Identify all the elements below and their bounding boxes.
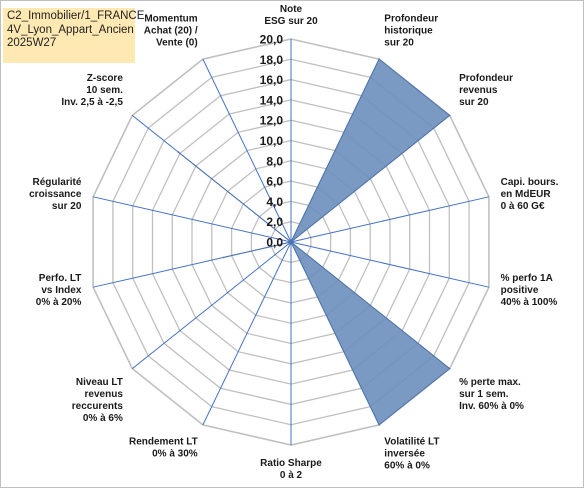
axis-label-line: % perte max. — [459, 377, 521, 388]
axis-label-line: Rendement LT — [129, 437, 198, 448]
axis-spoke — [290, 241, 490, 288]
data-point — [378, 58, 380, 60]
axis-label-line: 40% à 100% — [501, 297, 558, 308]
axis-label: Note ESG sur 20 — [264, 4, 318, 27]
tick-label: 0,0 — [266, 236, 283, 250]
axis-label: Régularité croissance sur 20 — [29, 177, 82, 212]
axis-label-line: Z-score — [87, 73, 124, 84]
axis-label-line: Achat (20) / — [144, 25, 198, 36]
axis-label-line: Capi. bours. — [501, 177, 559, 188]
axis-label-line: Niveau LT — [76, 377, 123, 388]
tick-label: 8,0 — [266, 154, 283, 168]
axis-label-line: sur 20 — [52, 201, 82, 212]
tick-label: 10,0 — [260, 134, 284, 148]
axis-label: Capi. bours. en MdEUR 0 à 60 G€ — [501, 177, 559, 212]
tick-label: 4,0 — [266, 195, 283, 209]
axis-label-line: reccurents — [72, 401, 124, 412]
axis-spoke — [290, 196, 490, 243]
axis-label-line: 0% à 20% — [36, 297, 82, 308]
axis-label-line: sur 20 — [459, 97, 489, 108]
tick-label: 18,0 — [260, 53, 284, 67]
axis-label-line: inversée — [384, 449, 425, 460]
axis-label-line: Profondeur — [459, 73, 513, 84]
axis-label-line: historique — [384, 25, 433, 36]
axis-label: Volatilité LT inversée 60% à 0% — [384, 437, 439, 472]
axis-spoke — [92, 196, 292, 243]
tick-label: 6,0 — [266, 175, 283, 189]
data-point — [448, 114, 451, 117]
axis-label-line: Inv. 2,5 à -2,5 — [61, 97, 123, 108]
axis-label-line: 0% à 6% — [83, 413, 123, 424]
series-area — [177, 58, 451, 426]
axis-label-line: 0% à 30% — [152, 449, 198, 460]
data-point — [290, 241, 292, 243]
axis-label-line: en MdEUR — [501, 189, 552, 200]
axis-label: Profondeur revenus sur 20 — [459, 73, 513, 108]
tick-label: 16,0 — [260, 73, 284, 87]
axis-label: Niveau LT revenus reccurents 0% à 6% — [72, 377, 124, 424]
axis-label-line: Inv. 60% à 0% — [459, 401, 524, 412]
axis-label-line: Ratio Sharpe — [260, 458, 322, 469]
axis-label-line: Perfo. LT — [39, 273, 82, 284]
data-point — [448, 367, 451, 370]
axis-spoke — [202, 58, 292, 243]
axis-label: Profondeur historique sur 20 — [384, 13, 438, 48]
title-line-3: 2025W27 — [7, 37, 57, 49]
tick-label: 12,0 — [260, 114, 284, 128]
axis-label: Ratio Sharpe 0 à 2 — [260, 458, 322, 481]
tick-label: 2,0 — [266, 215, 283, 229]
axis-label-line: revenus — [85, 389, 124, 400]
axis-label-line: ESG sur 20 — [264, 16, 318, 27]
data-point — [222, 256, 225, 259]
axis-label-line: sur 20 — [384, 37, 414, 48]
axis-label-line: revenus — [459, 85, 498, 96]
axis-label-line: Profondeur — [384, 13, 438, 24]
axis-label-line: 60% à 0% — [384, 461, 430, 472]
axis-label-line: 10 sem. — [86, 85, 123, 96]
axis-label: % perte max. sur 1 sem. Inv. 60% à 0% — [459, 377, 524, 412]
axis-label-line: positive — [501, 285, 539, 296]
axis-spoke — [202, 241, 292, 426]
axis-spoke — [131, 241, 292, 369]
axis-label: Rendement LT 0% à 30% — [129, 437, 198, 460]
axis-label-line: % perfo 1A — [501, 273, 553, 284]
axis-label-line: 0 à 2 — [280, 470, 303, 481]
data-point — [378, 424, 380, 426]
axis-label: % perfo 1A positive 40% à 100% — [501, 273, 558, 308]
axis-label: Z-score 10 sem. Inv. 2,5 à -2,5 — [61, 73, 123, 108]
title-line-1: C2_Immobilier/1_FRANCE — [7, 10, 145, 22]
axis-label-line: Vente (0) — [156, 37, 198, 48]
axis-label-line: Momentum — [144, 13, 197, 24]
axis-label: Perfo. LT vs Index 0% à 20% — [36, 273, 82, 308]
axis-label-line: 0 à 60 G€ — [501, 201, 545, 212]
axis-label-line: vs Index — [41, 285, 81, 296]
chart-title-box: C2_Immobilier/1_FRANCE 4V_Lyon_Appart_An… — [3, 8, 145, 63]
tick-label: 14,0 — [260, 93, 284, 107]
axis-label-line: Volatilité LT — [384, 437, 439, 448]
axis-label: Momentum Achat (20) / Vente (0) — [144, 13, 198, 48]
data-point — [177, 151, 180, 153]
axis-label-line: croissance — [29, 189, 82, 200]
axis-label-line: Note — [280, 4, 303, 15]
title-line-2: 4V_Lyon_Appart_Ancien — [7, 23, 134, 36]
axis-label-line: Régularité — [32, 177, 81, 188]
tick-label: 20,0 — [260, 33, 284, 47]
axis-label-line: sur 1 sem. — [459, 389, 509, 400]
